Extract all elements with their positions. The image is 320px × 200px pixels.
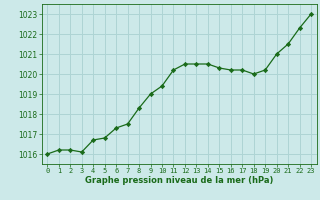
- X-axis label: Graphe pression niveau de la mer (hPa): Graphe pression niveau de la mer (hPa): [85, 176, 273, 185]
